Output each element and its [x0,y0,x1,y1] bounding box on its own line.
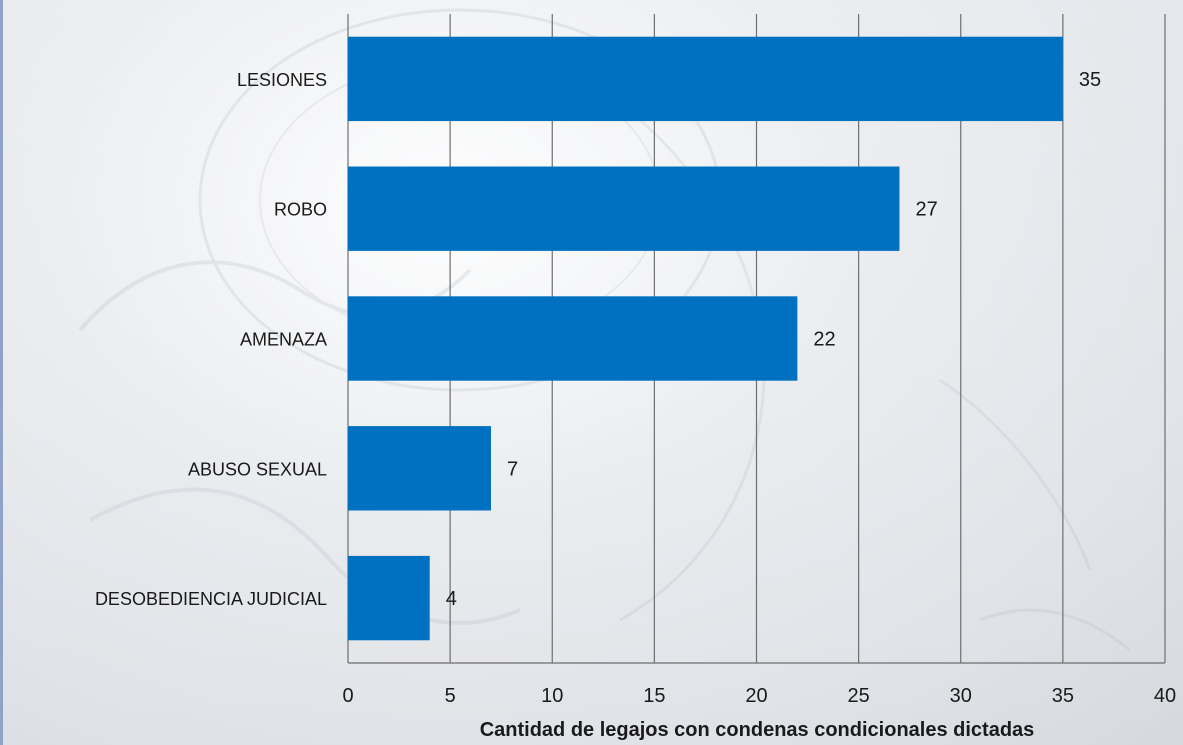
x-tick-label: 25 [848,685,870,707]
data-label: 4 [446,588,457,610]
category-labels: LESIONES ROBO AMENAZA ABUSO SEXUAL DESOBEDIE… [95,70,327,609]
bar [348,166,900,251]
x-tick-label: 15 [643,685,665,707]
data-label: 27 [915,199,937,221]
x-tick-label: 0 [342,685,353,707]
x-axis-title: Cantidad de legajos con condenas condici… [480,719,1035,741]
bars [348,36,1063,641]
bar [348,555,430,641]
data-label: 22 [813,329,835,351]
category-label: AMENAZA [240,330,327,350]
x-tick-label: 40 [1154,685,1176,707]
x-tick-label: 10 [541,685,563,707]
left-accent-strip [0,0,3,745]
x-tick-label: 35 [1052,685,1074,707]
data-label: 35 [1079,69,1101,91]
x-tick-label: 20 [745,685,767,707]
x-tick-labels: 0 5 10 15 20 25 30 35 40 [342,685,1176,707]
category-label: ABUSO SEXUAL [188,459,327,479]
bar [348,426,491,511]
value-labels: 35 27 22 7 4 [446,69,1101,610]
bar [348,36,1063,122]
data-label: 7 [507,458,518,480]
category-label: ROBO [274,200,327,220]
category-label: LESIONES [237,70,327,90]
bar [348,296,798,381]
x-tick-label: 5 [445,685,456,707]
x-tick-label: 30 [950,685,972,707]
category-label: DESOBEDIENCIA JUDICIAL [95,589,327,609]
